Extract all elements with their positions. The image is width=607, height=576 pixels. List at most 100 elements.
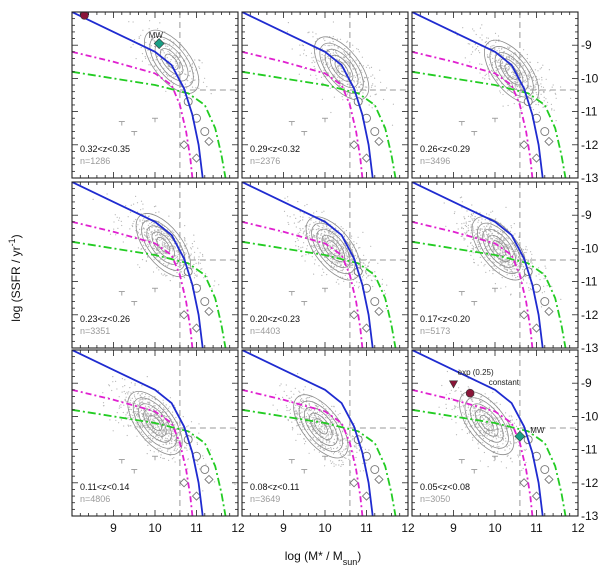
scatter-point: [125, 414, 127, 416]
open-diamond: [519, 310, 529, 320]
scatter-point: [530, 251, 532, 253]
scatter-point: [476, 240, 478, 242]
scatter-point: [493, 236, 495, 238]
scatter-point: [176, 255, 179, 257]
scatter-point: [299, 44, 301, 46]
scatter-point: [314, 250, 317, 252]
scatter-point: [522, 106, 524, 108]
scatter-point: [196, 270, 198, 272]
scatter-point: [506, 56, 508, 58]
scatter-point: [370, 75, 372, 77]
open-diamond: [191, 323, 202, 333]
scatter-point: [324, 231, 326, 233]
scatter-point: [375, 93, 377, 95]
scatter-point: [487, 73, 489, 75]
scatter-point: [324, 239, 326, 241]
scatter-point: [510, 242, 512, 244]
scatter-point: [172, 44, 174, 46]
scatter-point: [186, 79, 188, 81]
scatter-point: [166, 450, 169, 452]
open-diamond: [374, 474, 384, 485]
scatter-point: [359, 265, 361, 267]
scatter-point: [341, 459, 343, 462]
scatter-point: [159, 409, 161, 411]
scatter-point: [350, 75, 352, 78]
scatter-point: [119, 405, 121, 407]
scatter-point: [116, 216, 118, 218]
scatter-point: [480, 222, 483, 224]
model-track-green: [412, 70, 567, 178]
scatter-point: [173, 439, 176, 442]
scatter-point: [504, 259, 506, 261]
count-label: n=3496: [420, 156, 450, 166]
scatter-point: [127, 216, 129, 218]
model-track-green: [72, 408, 227, 516]
scatter-point: [164, 43, 166, 46]
scatter-point: [494, 257, 496, 259]
scatter-point: [334, 432, 336, 434]
scatter-point: [297, 413, 299, 415]
scatter-point: [487, 254, 489, 257]
redshift-label: 0.17<z<0.20: [420, 314, 470, 324]
scatter-point: [153, 405, 155, 407]
scatter-point: [488, 234, 490, 236]
scatter-point: [345, 258, 347, 260]
scatter-point: [296, 412, 298, 414]
scatter-point: [171, 438, 173, 440]
scatter-point: [188, 264, 190, 266]
scatter-point: [120, 400, 122, 402]
scatter-point: [478, 245, 480, 248]
scatter-point: [337, 279, 339, 281]
scatter-point: [485, 238, 487, 240]
scatter-point: [339, 423, 341, 425]
scatter-point: [114, 214, 116, 216]
scatter-point: [120, 220, 122, 222]
scatter-point: [488, 242, 490, 244]
scatter-point: [521, 264, 523, 266]
scatter-point: [164, 233, 166, 235]
scatter-point: [326, 260, 328, 262]
scatter-point: [527, 260, 529, 262]
panel-ticks: [241, 349, 409, 517]
scatter-point: [156, 233, 158, 236]
scatter-point: [369, 67, 371, 69]
scatter-point: [176, 65, 178, 67]
scatter-point: [500, 250, 502, 252]
scatter-point: [317, 406, 319, 408]
scatter-point: [184, 73, 186, 75]
scatter-point: [324, 238, 327, 240]
scatter-point: [205, 273, 207, 275]
scatter-point: [321, 402, 323, 404]
scatter-point: [368, 262, 370, 264]
scatter-point: [513, 72, 515, 74]
scatter-point: [145, 235, 147, 237]
scatter-point: [363, 80, 365, 83]
scatter-point: [187, 468, 189, 470]
open-diamond: [179, 478, 189, 488]
scatter-point: [183, 237, 186, 239]
scatter-point: [510, 67, 512, 69]
scatter-point: [512, 253, 515, 256]
scatter-point: [133, 39, 136, 41]
scatter-point: [142, 29, 144, 31]
scatter-point: [507, 104, 509, 107]
scatter-point: [532, 98, 535, 100]
scatter-point: [187, 55, 189, 57]
scatter-point: [330, 448, 332, 450]
scatter-point: [338, 451, 340, 453]
scatter-point: [510, 225, 512, 227]
scatter-point: [165, 257, 167, 259]
scatter-point: [163, 52, 165, 54]
scatter-point: [149, 416, 151, 418]
scatter-point: [162, 457, 164, 459]
scatter-point: [169, 429, 171, 431]
scatter-point: [187, 458, 189, 460]
scatter-point: [517, 96, 519, 99]
scatter-point: [477, 264, 479, 266]
scatter-point: [135, 195, 137, 197]
scatter-point: [109, 233, 112, 235]
scatter-point: [338, 64, 340, 66]
scatter-point: [491, 62, 493, 64]
scatter-point: [490, 237, 492, 239]
scatter-point: [311, 57, 313, 59]
